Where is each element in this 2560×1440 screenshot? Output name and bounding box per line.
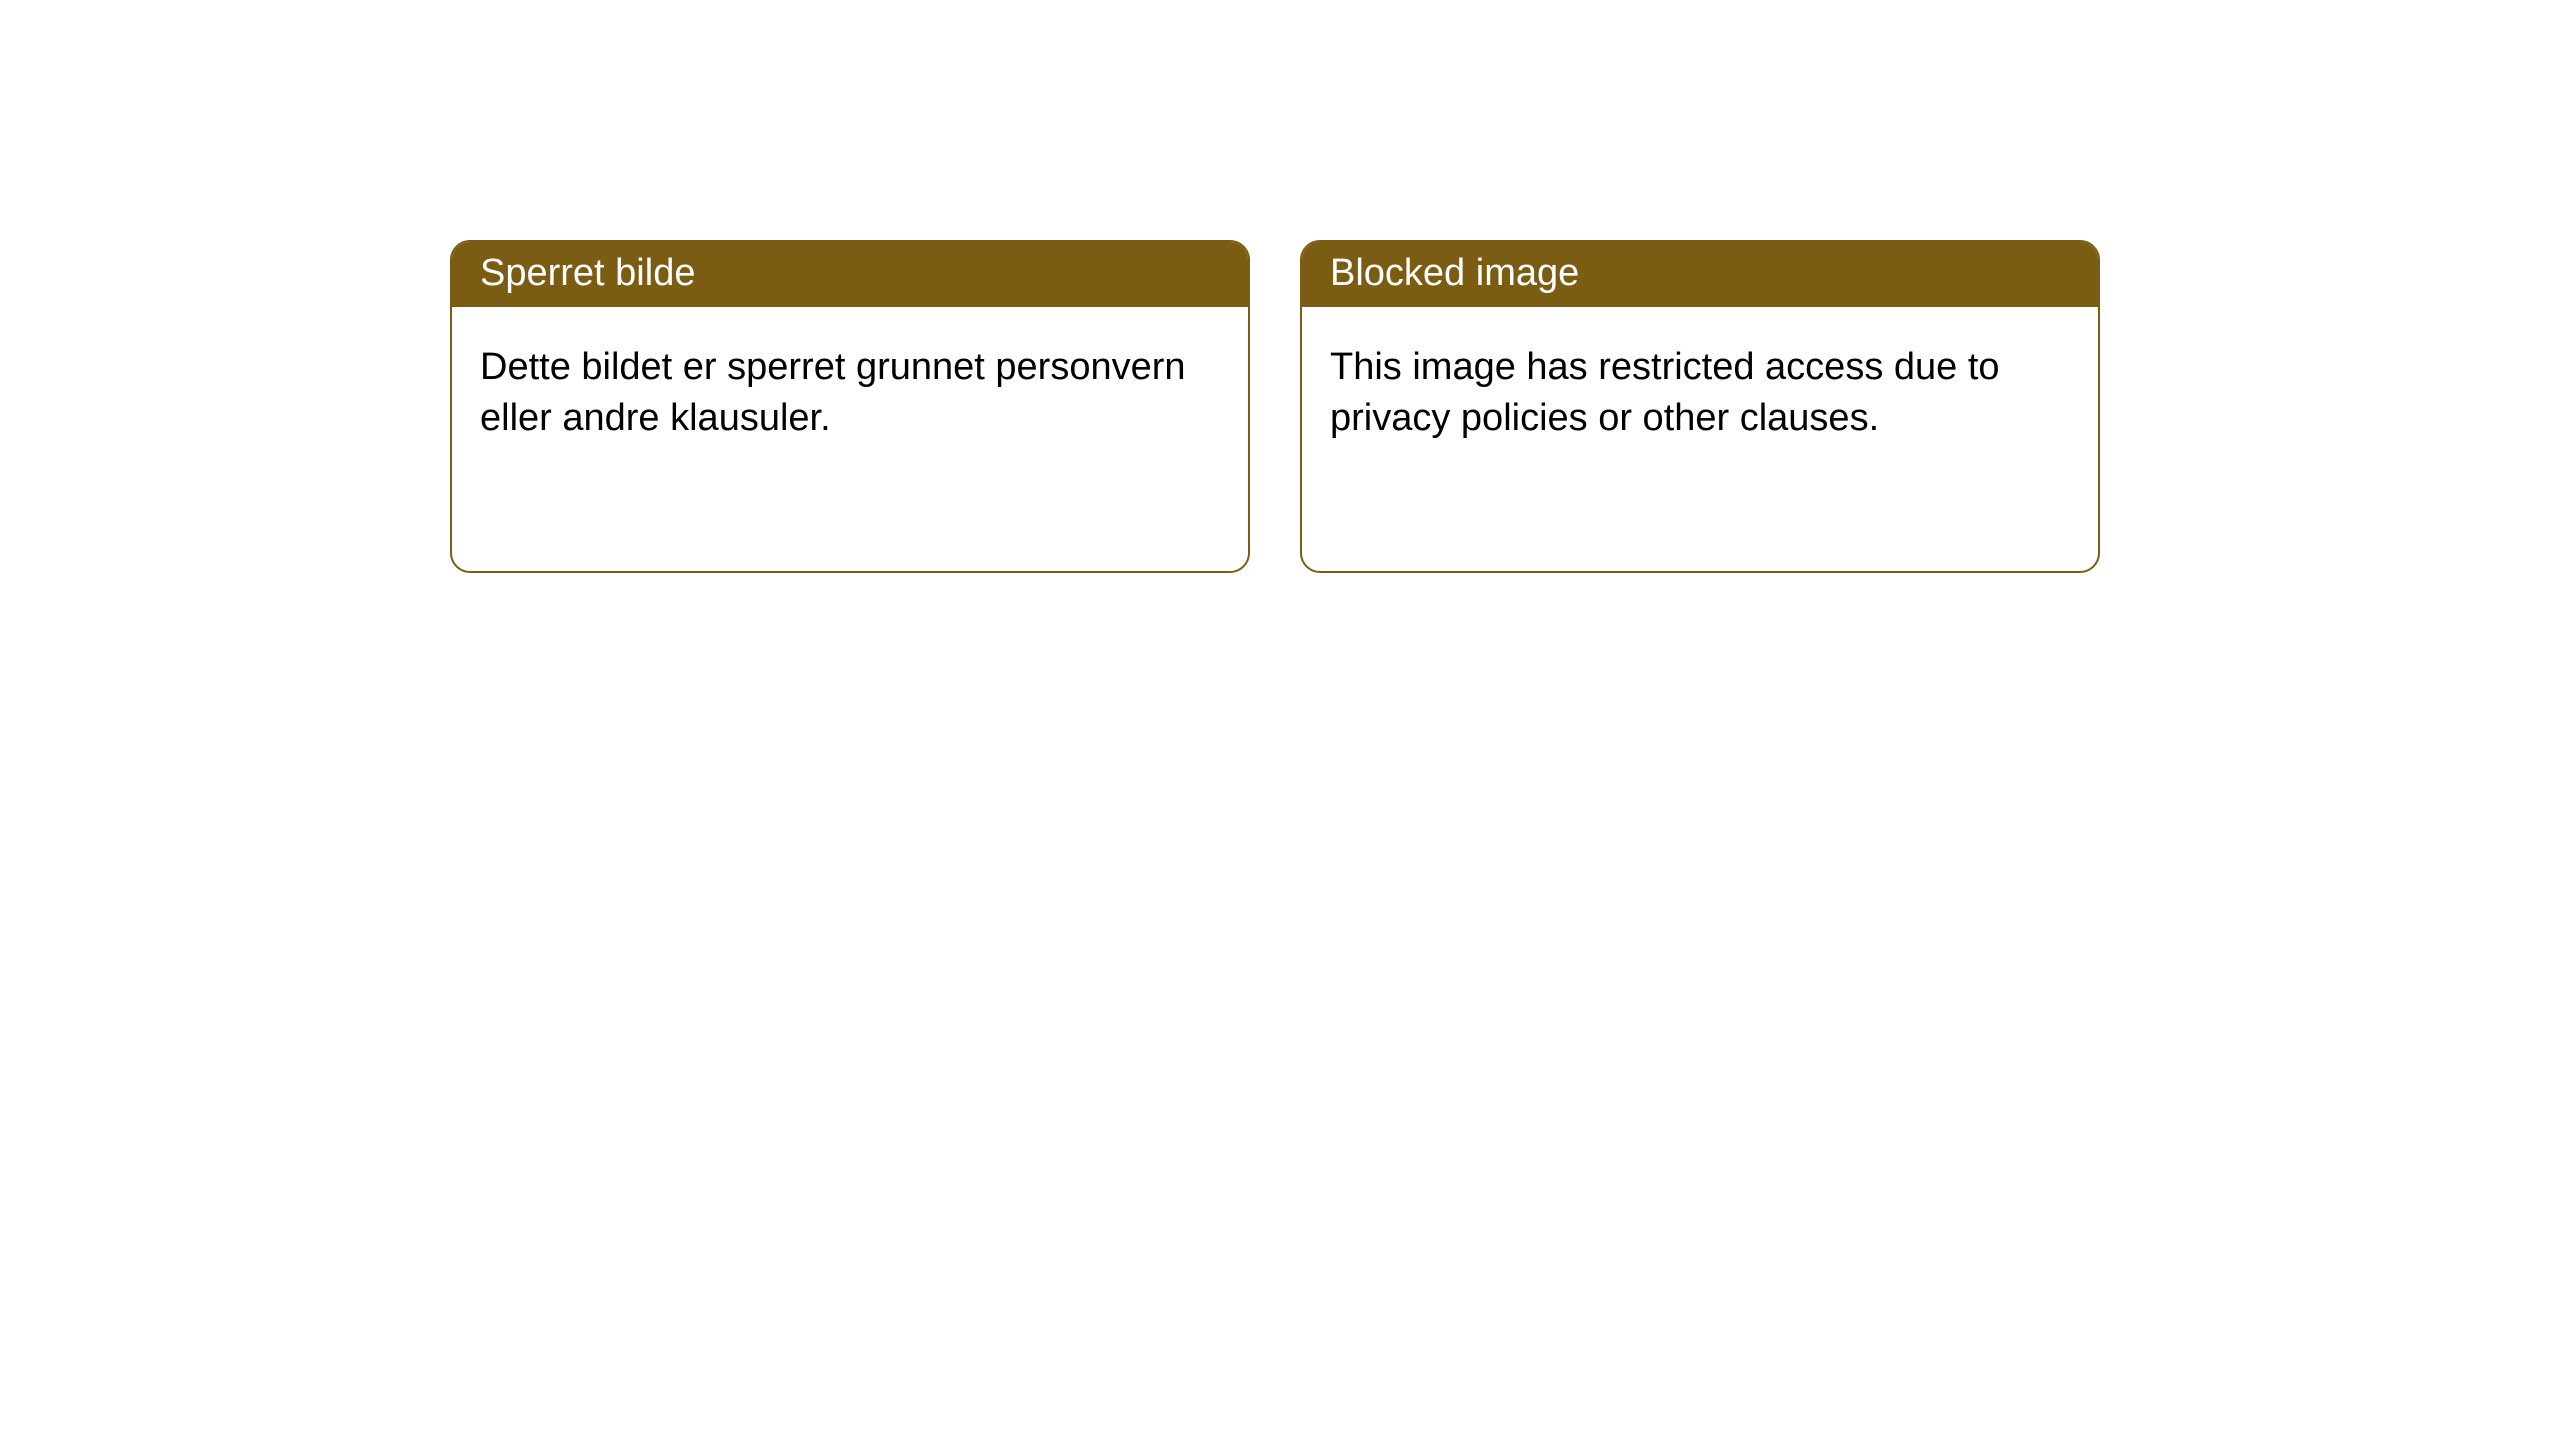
blocked-image-card-en: Blocked image This image has restricted … <box>1300 240 2100 573</box>
card-title: Sperret bilde <box>480 252 695 294</box>
cards-container: Sperret bilde Dette bildet er sperret gr… <box>0 0 2560 573</box>
card-body: Dette bildet er sperret grunnet personve… <box>452 307 1248 571</box>
card-header: Sperret bilde <box>452 242 1248 307</box>
card-header: Blocked image <box>1302 242 2098 307</box>
card-title: Blocked image <box>1330 252 1579 294</box>
card-body-text: Dette bildet er sperret grunnet personve… <box>480 346 1186 439</box>
card-body: This image has restricted access due to … <box>1302 307 2098 571</box>
blocked-image-card-no: Sperret bilde Dette bildet er sperret gr… <box>450 240 1250 573</box>
card-body-text: This image has restricted access due to … <box>1330 346 2000 439</box>
